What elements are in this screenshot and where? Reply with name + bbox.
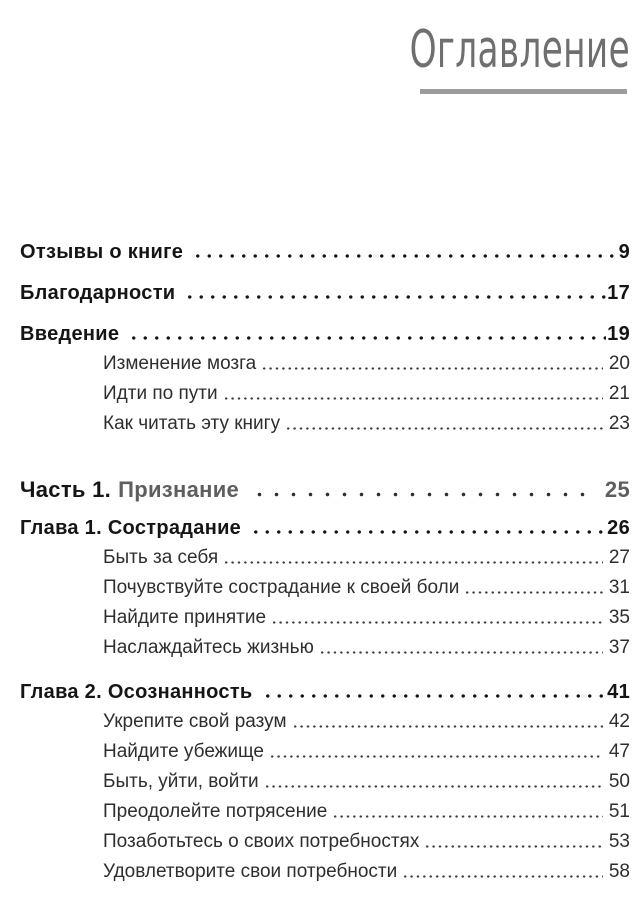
toc-entry-label: Быть, уйти, войти	[103, 771, 259, 792]
toc-entry-page: 23	[608, 413, 630, 434]
toc-entry: Быть за себя 27	[20, 546, 630, 570]
toc-entry: Удовлетворите свои потребности 58	[20, 860, 630, 884]
dot-leader	[251, 476, 596, 504]
toc-entry-page: 27	[608, 547, 630, 568]
title-underline	[420, 89, 627, 94]
toc-entry-label: Изменение мозга	[103, 353, 257, 374]
toc-entry-page: 50	[608, 771, 630, 792]
toc-entry: Изменение мозга 20	[20, 352, 630, 376]
toc-entry-label: Быть за себя	[103, 547, 219, 568]
page-title-text: Оглавление	[409, 20, 630, 80]
toc-entry: Как читать эту книгу 23	[20, 412, 630, 436]
toc-entry-label: Укрепите свой разум	[103, 711, 287, 732]
toc-entry-label: Признание	[118, 477, 240, 502]
toc-entry-label: Найдите убежище	[103, 741, 264, 762]
toc-entry-page: 51	[608, 801, 630, 822]
toc-entry-label: Введение	[20, 323, 120, 345]
toc-entry-page: 20	[608, 353, 630, 374]
toc-entry-page: 41	[607, 681, 630, 703]
toc-entry-page: 37	[608, 637, 630, 658]
toc-entry-label: Удовлетворите свои потребности	[103, 861, 398, 882]
toc-entry-label: Идти по пути	[103, 383, 218, 404]
toc-entry-page: 26	[607, 517, 630, 539]
toc-entry-page: 9	[618, 241, 630, 263]
dot-leader	[464, 576, 603, 600]
dot-leader	[222, 382, 603, 406]
toc-part-prefix: Часть 1.	[20, 477, 112, 502]
toc-entry-page: 58	[608, 861, 630, 882]
dot-leader	[268, 740, 603, 764]
toc-entry: Почувствуйте сострадание к своей боли 31	[20, 576, 630, 600]
toc-entry-page: 17	[607, 282, 630, 304]
toc-entry-label: Почувствуйте сострадание к своей боли	[103, 577, 460, 598]
toc-entry-label: Благодарности	[20, 282, 176, 304]
toc-entry-page: 21	[608, 383, 630, 404]
dot-leader	[128, 322, 607, 346]
dot-leader	[271, 606, 603, 630]
toc-entry: Часть 1. Признание 25	[20, 476, 630, 504]
dot-leader	[261, 352, 603, 376]
toc-entry-label: Наслаждайтесь жизнью	[103, 637, 314, 658]
toc-entry: Найдите убежище 47	[20, 740, 630, 764]
toc-entry-page: 19	[607, 323, 630, 345]
toc-entry: Укрепите свой разум 42	[20, 710, 630, 734]
toc-entry: Быть, уйти, войти 50	[20, 770, 630, 794]
toc-entry: Отзывы о книге 9	[20, 240, 630, 264]
dot-leader	[223, 546, 603, 570]
toc-entry: Благодарности 17	[20, 281, 630, 305]
dot-leader	[250, 516, 607, 540]
dot-leader	[184, 281, 607, 305]
toc-entry: Найдите принятие 35	[20, 606, 630, 630]
toc-entry-label: Отзывы о книге	[20, 241, 184, 263]
toc-entry: Преодолейте потрясение 51	[20, 800, 630, 824]
page-header: Оглавление	[20, 20, 630, 94]
dot-leader	[291, 710, 603, 734]
dot-leader	[263, 770, 603, 794]
dot-leader	[402, 860, 603, 884]
toc-entry: Позаботьтесь о своих потребностях 53	[20, 830, 630, 854]
dot-leader	[424, 830, 603, 854]
page-title: Оглавление	[20, 20, 630, 80]
dot-leader	[318, 636, 603, 660]
toc-entry-label: Преодолейте потрясение	[103, 801, 328, 822]
toc-entry: Наслаждайтесь жизнью 37	[20, 636, 630, 660]
toc-entry-page: 25	[604, 477, 630, 502]
toc-entry-page: 53	[608, 831, 630, 852]
toc-entry-page: 47	[608, 741, 630, 762]
toc-entry: Введение 19	[20, 322, 630, 346]
toc-entry: Идти по пути 21	[20, 382, 630, 406]
toc-entry-label: Позаботьтесь о своих потребностях	[103, 831, 420, 852]
toc-entry-label: Глава 1. Сострадание	[20, 517, 242, 539]
dot-leader	[192, 240, 618, 264]
dot-leader	[332, 800, 603, 824]
toc-entry: Глава 2. Осознанность 41	[20, 680, 630, 704]
toc-entry-page: 35	[608, 607, 630, 628]
toc-entry-label: Как читать эту книгу	[103, 413, 281, 434]
toc-entry-page: 42	[608, 711, 630, 732]
dot-leader	[285, 412, 603, 436]
toc-entry-label: Найдите принятие	[103, 607, 267, 628]
dot-leader	[261, 680, 607, 704]
toc-entry-page: 31	[608, 577, 630, 598]
toc-list: Отзывы о книге 9 Благодарности 17 Введение 19…	[20, 240, 630, 884]
toc-entry: Глава 1. Сострадание 26	[20, 516, 630, 540]
toc-entry-label: Глава 2. Осознанность	[20, 681, 253, 703]
